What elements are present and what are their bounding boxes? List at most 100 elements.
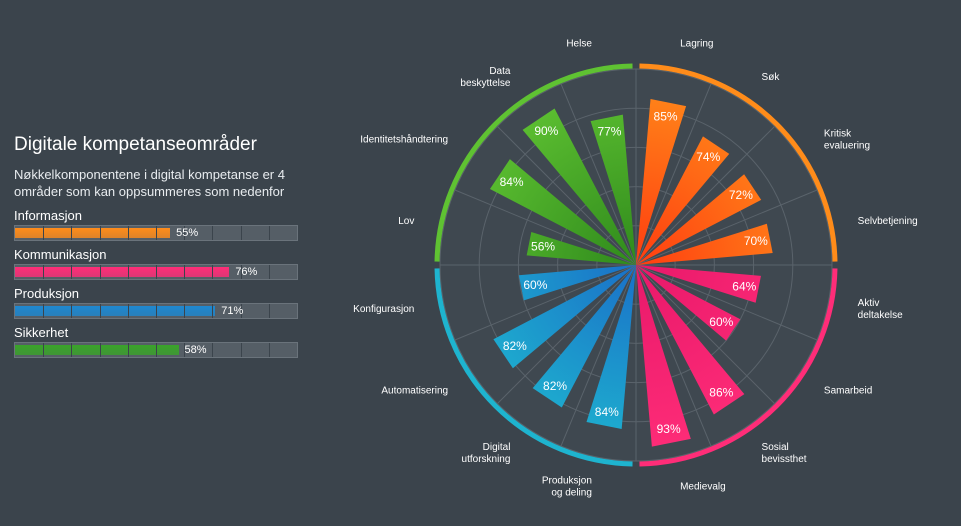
- progress-bar-divider: [212, 343, 214, 357]
- progress-bar-divider: [156, 265, 157, 279]
- category-informasjon: Informasjon 55%: [14, 208, 304, 241]
- grid-spoke: [635, 189, 818, 266]
- progress-bar-divider: [71, 343, 73, 357]
- progress-bar-divider: [99, 343, 101, 357]
- group-ring-produksjon: [434, 268, 633, 467]
- category-label-line: utforskning: [462, 454, 511, 465]
- progress-bar-informasjon: 55%: [14, 225, 298, 241]
- grid-spoke: [560, 264, 637, 447]
- group-ring-sikkerhet: [434, 63, 633, 262]
- grid-spoke: [497, 126, 637, 266]
- progress-bar-divider: [212, 304, 214, 318]
- category-label-line: Produksjon: [542, 476, 592, 487]
- category-label: Automatisering: [381, 386, 448, 397]
- progress-bar-divider: [184, 304, 186, 318]
- category-sikkerhet: Sikkerhet 58%: [14, 325, 304, 358]
- category-label: Selvbetjening: [858, 216, 918, 227]
- category-kommunikasjon: Kommunikasjon 76%: [14, 247, 304, 280]
- polar-bar: [493, 265, 636, 369]
- category-label: Søk: [762, 72, 781, 83]
- progress-bar-divider: [71, 226, 73, 240]
- progress-bar-divider: [240, 265, 242, 279]
- progress-bar-sikkerhet: 58%: [14, 342, 298, 358]
- chart-bars: [489, 99, 773, 447]
- polar-bar: [532, 265, 636, 408]
- value-label: 82%: [543, 379, 567, 393]
- polar-bar: [590, 114, 636, 265]
- category-label-line: Digital: [483, 442, 511, 453]
- category-label-line: beskyttelse: [460, 78, 510, 89]
- polar-bar: [489, 159, 636, 265]
- progress-bar-divider: [156, 226, 157, 240]
- polar-bar: [636, 265, 745, 415]
- polar-bar: [636, 223, 773, 265]
- category-label-line: Selvbetjening: [858, 216, 918, 227]
- progress-bar-percent: 71%: [221, 305, 244, 317]
- category-label-line: bevissthet: [762, 454, 807, 465]
- polar-bar: [636, 99, 687, 265]
- value-label: 56%: [531, 240, 555, 254]
- category-label-line: Lagring: [680, 38, 713, 49]
- progress-bar-divider: [240, 343, 242, 357]
- group-ring-informasjon: [639, 63, 838, 262]
- progress-bar-divider: [71, 304, 73, 318]
- progress-bar-divider: [240, 304, 242, 318]
- progress-bar-divider: [156, 304, 157, 318]
- progress-bar-divider: [156, 343, 157, 357]
- progress-bar-percent: 55%: [176, 227, 199, 239]
- value-label: 85%: [654, 109, 678, 123]
- grid-spoke: [454, 189, 637, 266]
- polar-bar: [636, 265, 691, 447]
- progress-bar-divider: [127, 265, 129, 279]
- value-label: 74%: [696, 150, 720, 164]
- value-label: 82%: [503, 339, 527, 353]
- group-ring-kommunikasjon: [639, 268, 838, 467]
- category-label-line: Kritisk: [824, 128, 852, 139]
- value-label: 77%: [597, 125, 621, 139]
- category-label: Informasjon: [14, 208, 82, 223]
- progress-bar-divider: [184, 226, 186, 240]
- progress-bar-divider: [212, 226, 214, 240]
- polar-bar: [636, 174, 762, 265]
- progress-bar-divider: [43, 343, 45, 357]
- progress-bar-produksjon: 71%: [14, 303, 298, 319]
- category-label-line: Medievalg: [680, 482, 726, 493]
- category-label: Produksjon og deling: [542, 476, 592, 499]
- grid-spoke: [635, 264, 818, 341]
- progress-bar-divider: [99, 226, 101, 240]
- grid-spoke: [635, 264, 775, 404]
- category-label-line: Sosial: [762, 442, 789, 453]
- progress-bar-divider: [71, 265, 73, 279]
- category-label-line: Konfigurasjon: [353, 304, 414, 315]
- category-label: Kritisk evaluering: [824, 128, 870, 151]
- progress-bar-divider: [240, 226, 242, 240]
- progress-bar-divider: [127, 226, 129, 240]
- category-label-line: Data: [489, 66, 511, 77]
- category-label-line: Identitetshåndtering: [360, 133, 448, 145]
- category-label: Digital utforskning: [462, 442, 511, 465]
- progress-bar-divider: [268, 226, 270, 240]
- polar-bar: [636, 136, 730, 265]
- progress-bar-divider: [43, 226, 45, 240]
- category-label-line: Søk: [762, 72, 781, 83]
- category-label: Lagring: [680, 38, 713, 49]
- value-label: 64%: [732, 280, 756, 294]
- value-label: 90%: [534, 124, 558, 138]
- progress-bar-percent: 76%: [235, 266, 258, 278]
- progress-bar-divider: [43, 265, 45, 279]
- grid-spoke: [497, 264, 637, 404]
- polar-bar: [636, 265, 761, 303]
- value-label: 60%: [709, 315, 733, 329]
- category-label: Sikkerhet: [14, 325, 69, 340]
- progress-bar-divider: [268, 265, 270, 279]
- polar-bar: [522, 108, 636, 266]
- value-label: 70%: [744, 234, 768, 248]
- polar-bar: [586, 265, 636, 430]
- value-label: 60%: [523, 278, 547, 292]
- grid-spoke: [454, 264, 637, 341]
- polar-bar: [526, 231, 636, 265]
- category-label: Samarbeid: [824, 386, 872, 397]
- category-label: Medievalg: [680, 482, 726, 493]
- progress-bar-divider: [127, 304, 129, 318]
- category-label: Helse: [566, 38, 592, 49]
